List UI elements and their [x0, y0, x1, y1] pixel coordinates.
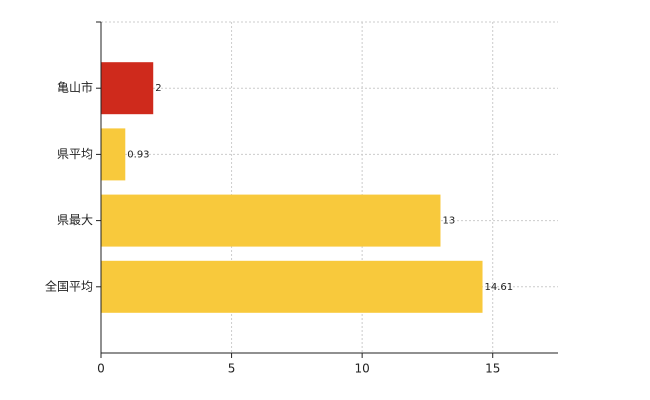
- y-tick-label: 県最大: [57, 213, 93, 227]
- value-label: 14.61: [485, 282, 514, 293]
- x-tick-label: 5: [228, 362, 236, 376]
- bar: [101, 194, 441, 247]
- y-tick-label: 県平均: [57, 147, 93, 161]
- y-tick-label: 全国平均: [45, 278, 93, 293]
- bar: [101, 260, 483, 313]
- bar: [101, 128, 126, 181]
- value-label: 13: [442, 216, 455, 227]
- value-label: 2: [155, 83, 161, 94]
- value-label: 0.93: [127, 149, 149, 160]
- x-tick-label: 10: [355, 362, 370, 376]
- bar: [101, 62, 154, 115]
- x-tick-label: 15: [485, 362, 500, 376]
- x-tick-label: 0: [97, 362, 105, 376]
- y-tick-label: 亀山市: [57, 80, 93, 95]
